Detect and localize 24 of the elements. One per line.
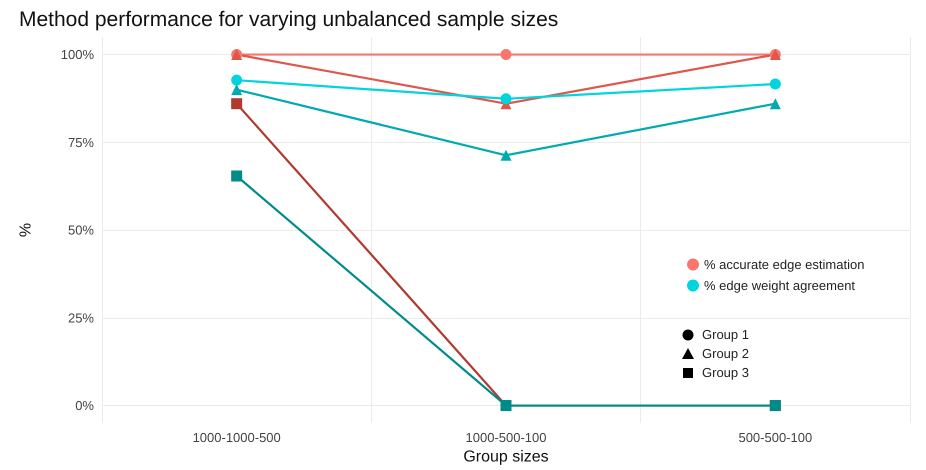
y-axis-title: % (18, 222, 34, 238)
legend-label: % edge weight agreement (704, 278, 856, 293)
x-tick-label: 500-500-100 (738, 430, 812, 446)
x-axis-title: Group sizes (463, 448, 549, 466)
point (231, 84, 242, 96)
legend-label: % accurate edge estimation (704, 257, 864, 272)
point (231, 170, 242, 182)
point (770, 78, 781, 90)
point (500, 150, 512, 161)
x-tick-label: 1000-1000-500 (192, 430, 281, 446)
x-tick-label: 1000-500-100 (466, 430, 546, 446)
annotation: Group 3 (702, 365, 749, 380)
point (231, 74, 242, 86)
y-tick-label: 50% (68, 222, 94, 238)
annotation: Group 1 (702, 327, 749, 342)
point (500, 49, 512, 60)
point (231, 98, 242, 110)
point (770, 98, 781, 110)
y-tick-label: 0% (75, 398, 94, 414)
y-tick-label: 25% (68, 310, 94, 326)
y-tick-label: 100% (60, 47, 94, 62)
annotation: Group 2 (702, 346, 749, 361)
y-tick-label: 75% (68, 134, 94, 150)
chart-title: Method performance for varying unbalanced sample sizes (19, 8, 558, 31)
